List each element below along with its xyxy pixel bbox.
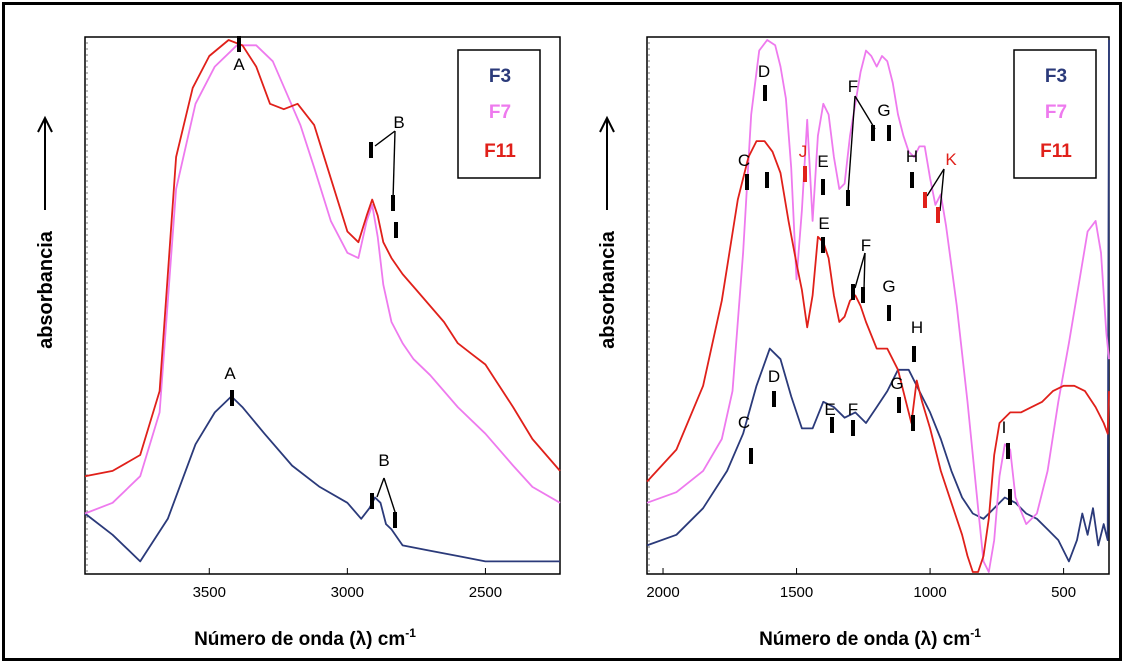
legend-entry-f7: F7 <box>489 102 511 123</box>
peak-label-b: B <box>378 451 389 470</box>
x-tick-label: 3500 <box>193 584 226 601</box>
peak-marker <box>912 346 916 362</box>
annotation-connector <box>854 95 876 130</box>
peak-label-k: K <box>945 150 957 169</box>
y-axis-arrow-head <box>599 115 615 133</box>
annotation-connector <box>926 168 945 197</box>
peak-marker <box>861 287 865 303</box>
peak-marker <box>369 142 373 158</box>
x-tick-label: 500 <box>1051 584 1076 601</box>
peak-label-j: J <box>799 142 808 161</box>
peak-marker <box>230 390 234 406</box>
peak-label-a: A <box>233 55 245 74</box>
peak-label-e: E <box>824 400 835 419</box>
peak-label-h: H <box>911 318 923 337</box>
peak-marker <box>1006 443 1010 459</box>
annotation-connector <box>847 95 856 194</box>
peak-label-e: E <box>818 214 829 233</box>
series-line-f7 <box>84 44 561 515</box>
peak-marker <box>887 305 891 321</box>
peak-marker <box>923 192 927 208</box>
peak-marker <box>936 207 940 223</box>
annotation-connector <box>854 252 866 289</box>
peak-marker <box>910 172 914 188</box>
peak-marker <box>391 195 395 211</box>
annotation-connector <box>374 130 396 147</box>
peak-marker <box>803 166 807 182</box>
x-axis-title: Número de onda (λ) cm-1 <box>759 626 981 650</box>
peak-marker <box>846 190 850 206</box>
x-tick-label: 1500 <box>780 584 813 601</box>
peak-marker <box>393 512 397 528</box>
peak-label-c: C <box>738 413 750 432</box>
chart-1: 3500 3000 2500 Número de onda (λ) cm-1 absor… <box>35 36 561 650</box>
x-tick-label: 2000 <box>646 584 679 601</box>
annotation-connector <box>863 252 866 291</box>
peak-marker <box>897 397 901 413</box>
series-line-f7 <box>646 39 1110 573</box>
y-axis-title: absorbancia <box>597 230 619 349</box>
peak-label-b: B <box>393 113 404 132</box>
peak-label-d: D <box>758 62 770 81</box>
chart-2: 2000 1500 1000 500 Número de onda (λ) cm-1 ab… <box>597 36 1110 650</box>
peak-marker <box>887 125 891 141</box>
peak-marker <box>749 448 753 464</box>
peak-marker <box>830 417 834 433</box>
legend-box <box>1013 49 1097 179</box>
peak-marker <box>370 493 374 509</box>
annotation-connector <box>383 477 397 516</box>
peak-marker <box>772 391 776 407</box>
series-line-f11 <box>646 140 1110 573</box>
peak-marker <box>1008 489 1012 505</box>
legend-entry-f7: F7 <box>1045 102 1067 123</box>
peak-label-e: E <box>817 152 828 171</box>
peak-label-h: H <box>906 147 918 166</box>
peak-marker <box>871 125 875 141</box>
peak-marker <box>851 420 855 436</box>
peak-marker <box>745 174 749 190</box>
legend-box <box>457 49 541 179</box>
legend-entry-f11: F11 <box>1040 141 1072 162</box>
x-tick-label: 2500 <box>469 584 502 601</box>
peak-label-a: A <box>224 364 236 383</box>
peak-marker <box>851 284 855 300</box>
annotation-connector <box>392 130 396 201</box>
peak-label-f: F <box>848 400 858 419</box>
annotation-connector <box>376 477 385 498</box>
peak-label-d: D <box>768 367 780 386</box>
x-tick-label: 3000 <box>331 584 364 601</box>
plot-area-frame <box>84 36 561 575</box>
peak-label-g: G <box>882 277 895 296</box>
peak-marker <box>763 85 767 101</box>
peak-label-i: I <box>1002 418 1007 437</box>
peak-marker <box>765 172 769 188</box>
series-line-f3 <box>84 395 560 563</box>
series-line-f11 <box>84 39 561 478</box>
legend-entry-f11: F11 <box>484 141 516 162</box>
legend-entry-f3: F3 <box>489 66 511 87</box>
series-line-f3 <box>646 39 1110 563</box>
x-axis-title: Número de onda (λ) cm-1 <box>194 626 416 650</box>
y-axis-title: absorbancia <box>35 230 57 349</box>
peak-marker <box>394 222 398 238</box>
annotation-connector <box>939 168 945 212</box>
peak-label-c: C <box>738 151 750 170</box>
peak-label-f: F <box>861 236 871 255</box>
y-axis-arrow-head <box>37 115 53 133</box>
peak-marker <box>911 415 915 431</box>
legend-entry-f3: F3 <box>1045 66 1067 87</box>
peak-marker <box>821 237 825 253</box>
peak-label-g: G <box>890 374 903 393</box>
peak-marker <box>821 179 825 195</box>
peak-label-g: G <box>877 101 890 120</box>
peak-label-f: F <box>848 77 858 96</box>
peak-marker <box>237 36 241 52</box>
x-tick-label: 1000 <box>913 584 946 601</box>
